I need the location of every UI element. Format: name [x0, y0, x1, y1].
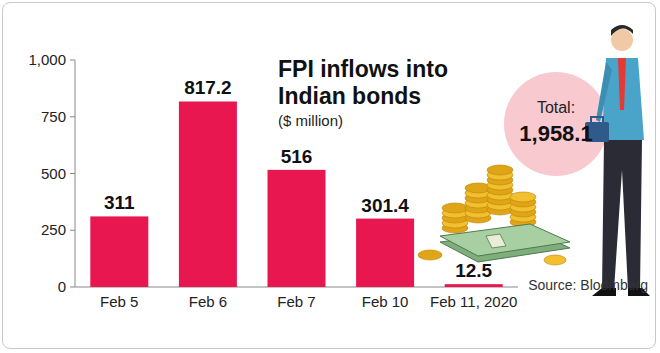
- data-label: 516: [281, 146, 313, 167]
- bar: [90, 216, 148, 287]
- y-tick: [70, 173, 75, 174]
- total-circle: [504, 72, 608, 176]
- total-value: 1,958.1: [519, 121, 592, 146]
- y-tick: [70, 60, 75, 61]
- y-tick-label: 750: [41, 108, 66, 125]
- x-tick-label: Feb 10: [362, 293, 409, 310]
- man-illustration: [585, 25, 650, 296]
- total-label: Total:: [537, 99, 575, 116]
- money-illustration: [418, 165, 570, 265]
- bar: [268, 170, 326, 287]
- y-tick-label: 1,000: [28, 51, 66, 68]
- data-label: 12.5: [455, 260, 492, 281]
- data-label: 301.4: [361, 195, 409, 216]
- x-tick-label: Feb 11, 2020: [430, 293, 517, 310]
- y-tick: [70, 287, 75, 288]
- bar: [356, 219, 414, 287]
- y-tick-label: 0: [58, 278, 66, 295]
- data-label: 817.2: [184, 77, 232, 98]
- title: FPI inflows into Indian bonds: [278, 56, 458, 110]
- axes: 0 250 500 750 1,000: [28, 51, 518, 295]
- y-tick: [70, 230, 75, 231]
- x-tick-label: Feb 7: [277, 293, 315, 310]
- chart: 0 250 500 750 1,000 311 817.2 516 301.4 12.5 Feb 5…: [0, 0, 660, 353]
- y-tick-label: 250: [41, 221, 66, 238]
- x-tick-label: Feb 5: [100, 293, 138, 310]
- source: Source: Bloomberg: [528, 277, 648, 293]
- data-label: 311: [104, 192, 135, 213]
- bar: [445, 284, 503, 287]
- subtitle: ($ million): [278, 112, 343, 129]
- y-tick-label: 500: [41, 165, 66, 182]
- y-tick: [70, 116, 75, 117]
- bars: [90, 101, 502, 287]
- bar: [179, 101, 237, 287]
- x-tick-label: Feb 6: [189, 293, 227, 310]
